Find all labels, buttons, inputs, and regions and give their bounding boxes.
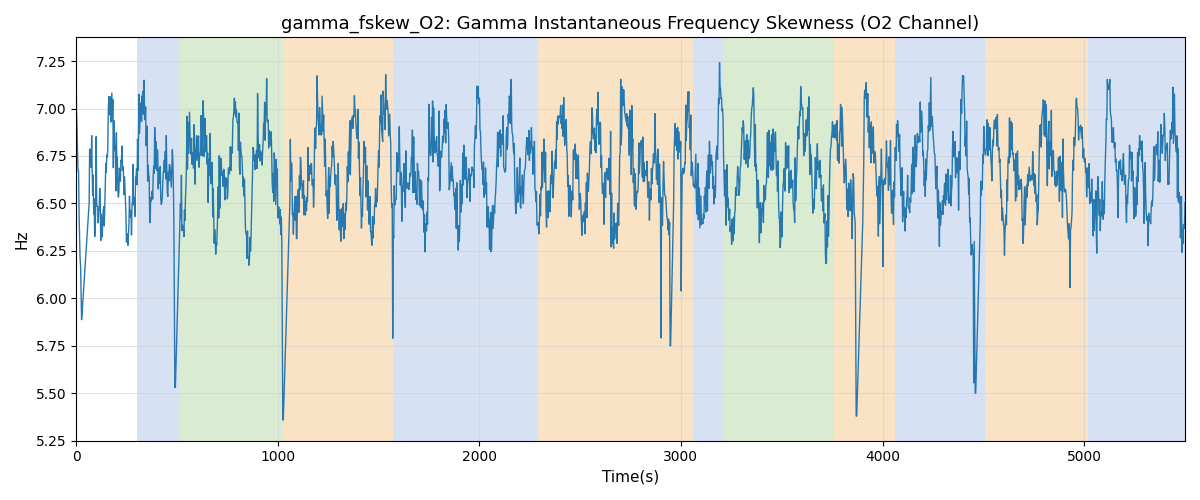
Bar [834,38,895,440]
Bar [1088,38,1184,440]
Bar [538,38,694,440]
Bar [985,38,1088,440]
Bar [179,38,283,440]
Bar [724,38,834,440]
Bar [283,38,392,440]
X-axis label: Time(s): Time(s) [602,470,659,485]
Y-axis label: Hz: Hz [14,230,30,249]
Title: gamma_fskew_O2: Gamma Instantaneous Frequency Skewness (O2 Channel): gamma_fskew_O2: Gamma Instantaneous Freq… [281,15,979,34]
Bar [392,38,538,440]
Bar [895,38,985,440]
Bar [137,38,179,440]
Bar [694,38,724,440]
